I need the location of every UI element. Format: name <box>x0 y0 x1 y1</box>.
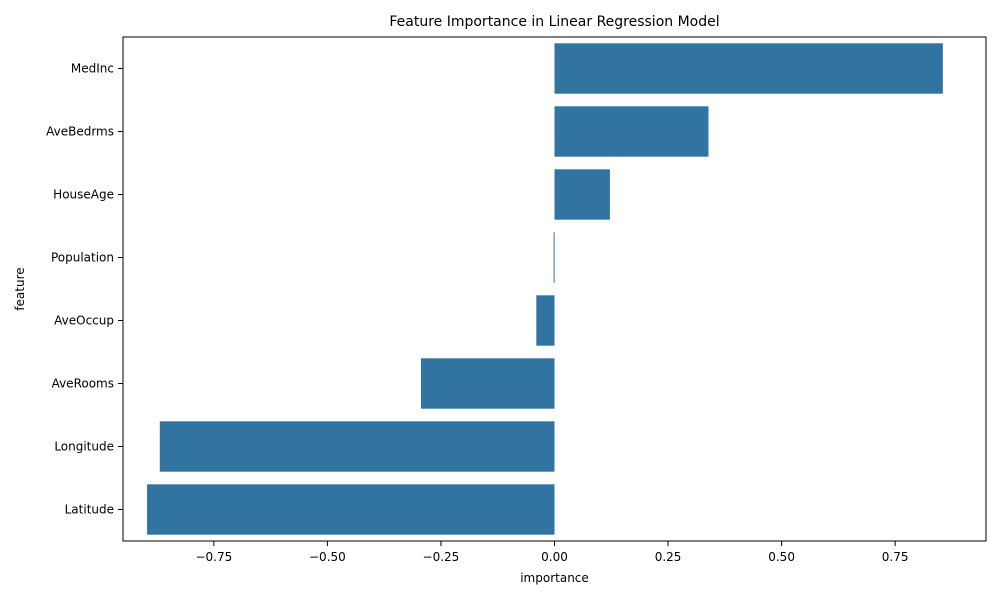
bar-avebedrms <box>554 106 709 157</box>
x-tick-label: −0.25 <box>423 550 460 564</box>
x-tick-label: 0.75 <box>882 550 909 564</box>
y-tick-label: AveBedrms <box>46 125 114 139</box>
x-axis: −0.75 −0.50 −0.25 0.00 0.25 0.50 0.75 <box>195 541 909 564</box>
bar-averooms <box>420 358 555 409</box>
y-axis-title: feature <box>13 267 27 310</box>
x-tick-label: 0.00 <box>541 550 568 564</box>
bar-population <box>553 232 555 283</box>
y-tick-label: HouseAge <box>53 188 114 202</box>
x-tick-label: −0.75 <box>195 550 232 564</box>
chart-title: Feature Importance in Linear Regression … <box>389 14 719 30</box>
bar-latitude <box>147 484 555 535</box>
y-tick-label: MedInc <box>71 62 114 76</box>
x-axis-title: importance <box>520 571 589 585</box>
y-tick-label: Longitude <box>54 440 114 454</box>
x-tick-label: 0.50 <box>768 550 795 564</box>
x-tick-label: −0.50 <box>309 550 346 564</box>
x-tick-label: 0.25 <box>655 550 682 564</box>
y-axis: MedInc AveBedrms HouseAge Population AveOccu… <box>46 62 123 517</box>
bar-medinc <box>554 43 943 94</box>
y-tick-label: Latitude <box>65 503 114 517</box>
bar-houseage <box>554 169 610 220</box>
bars-group <box>147 43 943 535</box>
bar-aveoccup <box>536 295 555 346</box>
y-tick-label: AveRooms <box>52 377 114 391</box>
y-tick-label: Population <box>51 251 114 265</box>
y-tick-label: AveOccup <box>54 314 114 328</box>
bar-longitude <box>159 421 555 472</box>
